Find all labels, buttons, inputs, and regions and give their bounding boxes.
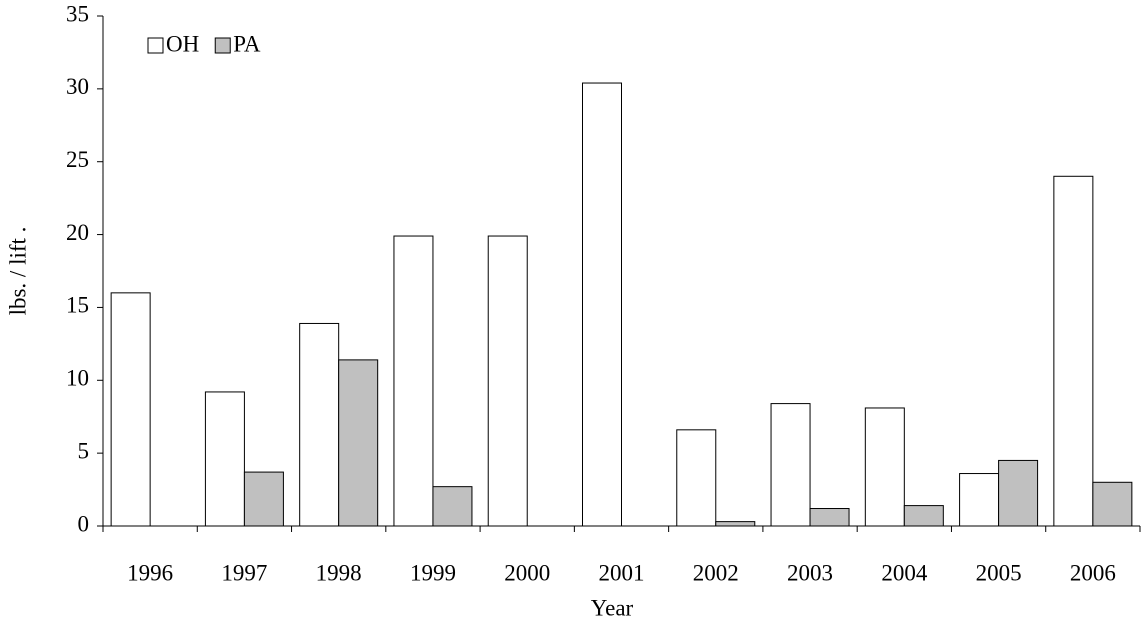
y-tick-label: 10 [66,366,89,391]
x-tick-label: 1999 [410,560,456,585]
bar [864,407,905,527]
bar [393,235,434,527]
x-tick-label: 1996 [127,560,173,585]
bar [110,292,151,527]
bar [338,359,379,527]
bar [487,235,528,527]
bar [809,508,850,527]
y-tick-label: 25 [66,147,89,172]
bar [432,486,473,527]
legend-label: OH [166,31,199,56]
x-tick-label: 2003 [787,560,833,585]
legend-label: PA [233,31,261,56]
bar [204,391,245,527]
bar [998,459,1039,527]
y-tick-label: 30 [66,74,89,99]
x-tick-label: 2005 [976,560,1022,585]
x-tick-label: 1998 [316,560,362,585]
bar [1053,175,1094,527]
bar [676,429,717,527]
y-axis-label: lbs. / lift . [5,227,30,316]
x-tick-label: 2002 [693,560,739,585]
x-axis-label: Year [591,595,634,620]
y-tick-label: 15 [66,293,89,318]
x-tick-label: 2004 [881,560,928,585]
x-tick-label: 1997 [221,560,267,585]
bar [715,521,756,527]
y-tick-label: 20 [66,220,89,245]
bar [299,322,340,527]
bar [243,471,284,527]
y-tick-label: 0 [78,511,90,536]
legend-swatch [214,37,231,54]
x-tick-label: 2001 [599,560,645,585]
legend-swatch [147,37,164,54]
y-tick-label: 35 [66,1,89,26]
bar [959,473,1000,527]
bar [770,403,811,527]
y-tick-label: 5 [78,438,90,463]
bar [1092,481,1133,527]
bar [582,82,622,527]
x-tick-label: 2006 [1070,560,1116,585]
bar [903,505,944,527]
x-tick-label: 2000 [504,560,550,585]
